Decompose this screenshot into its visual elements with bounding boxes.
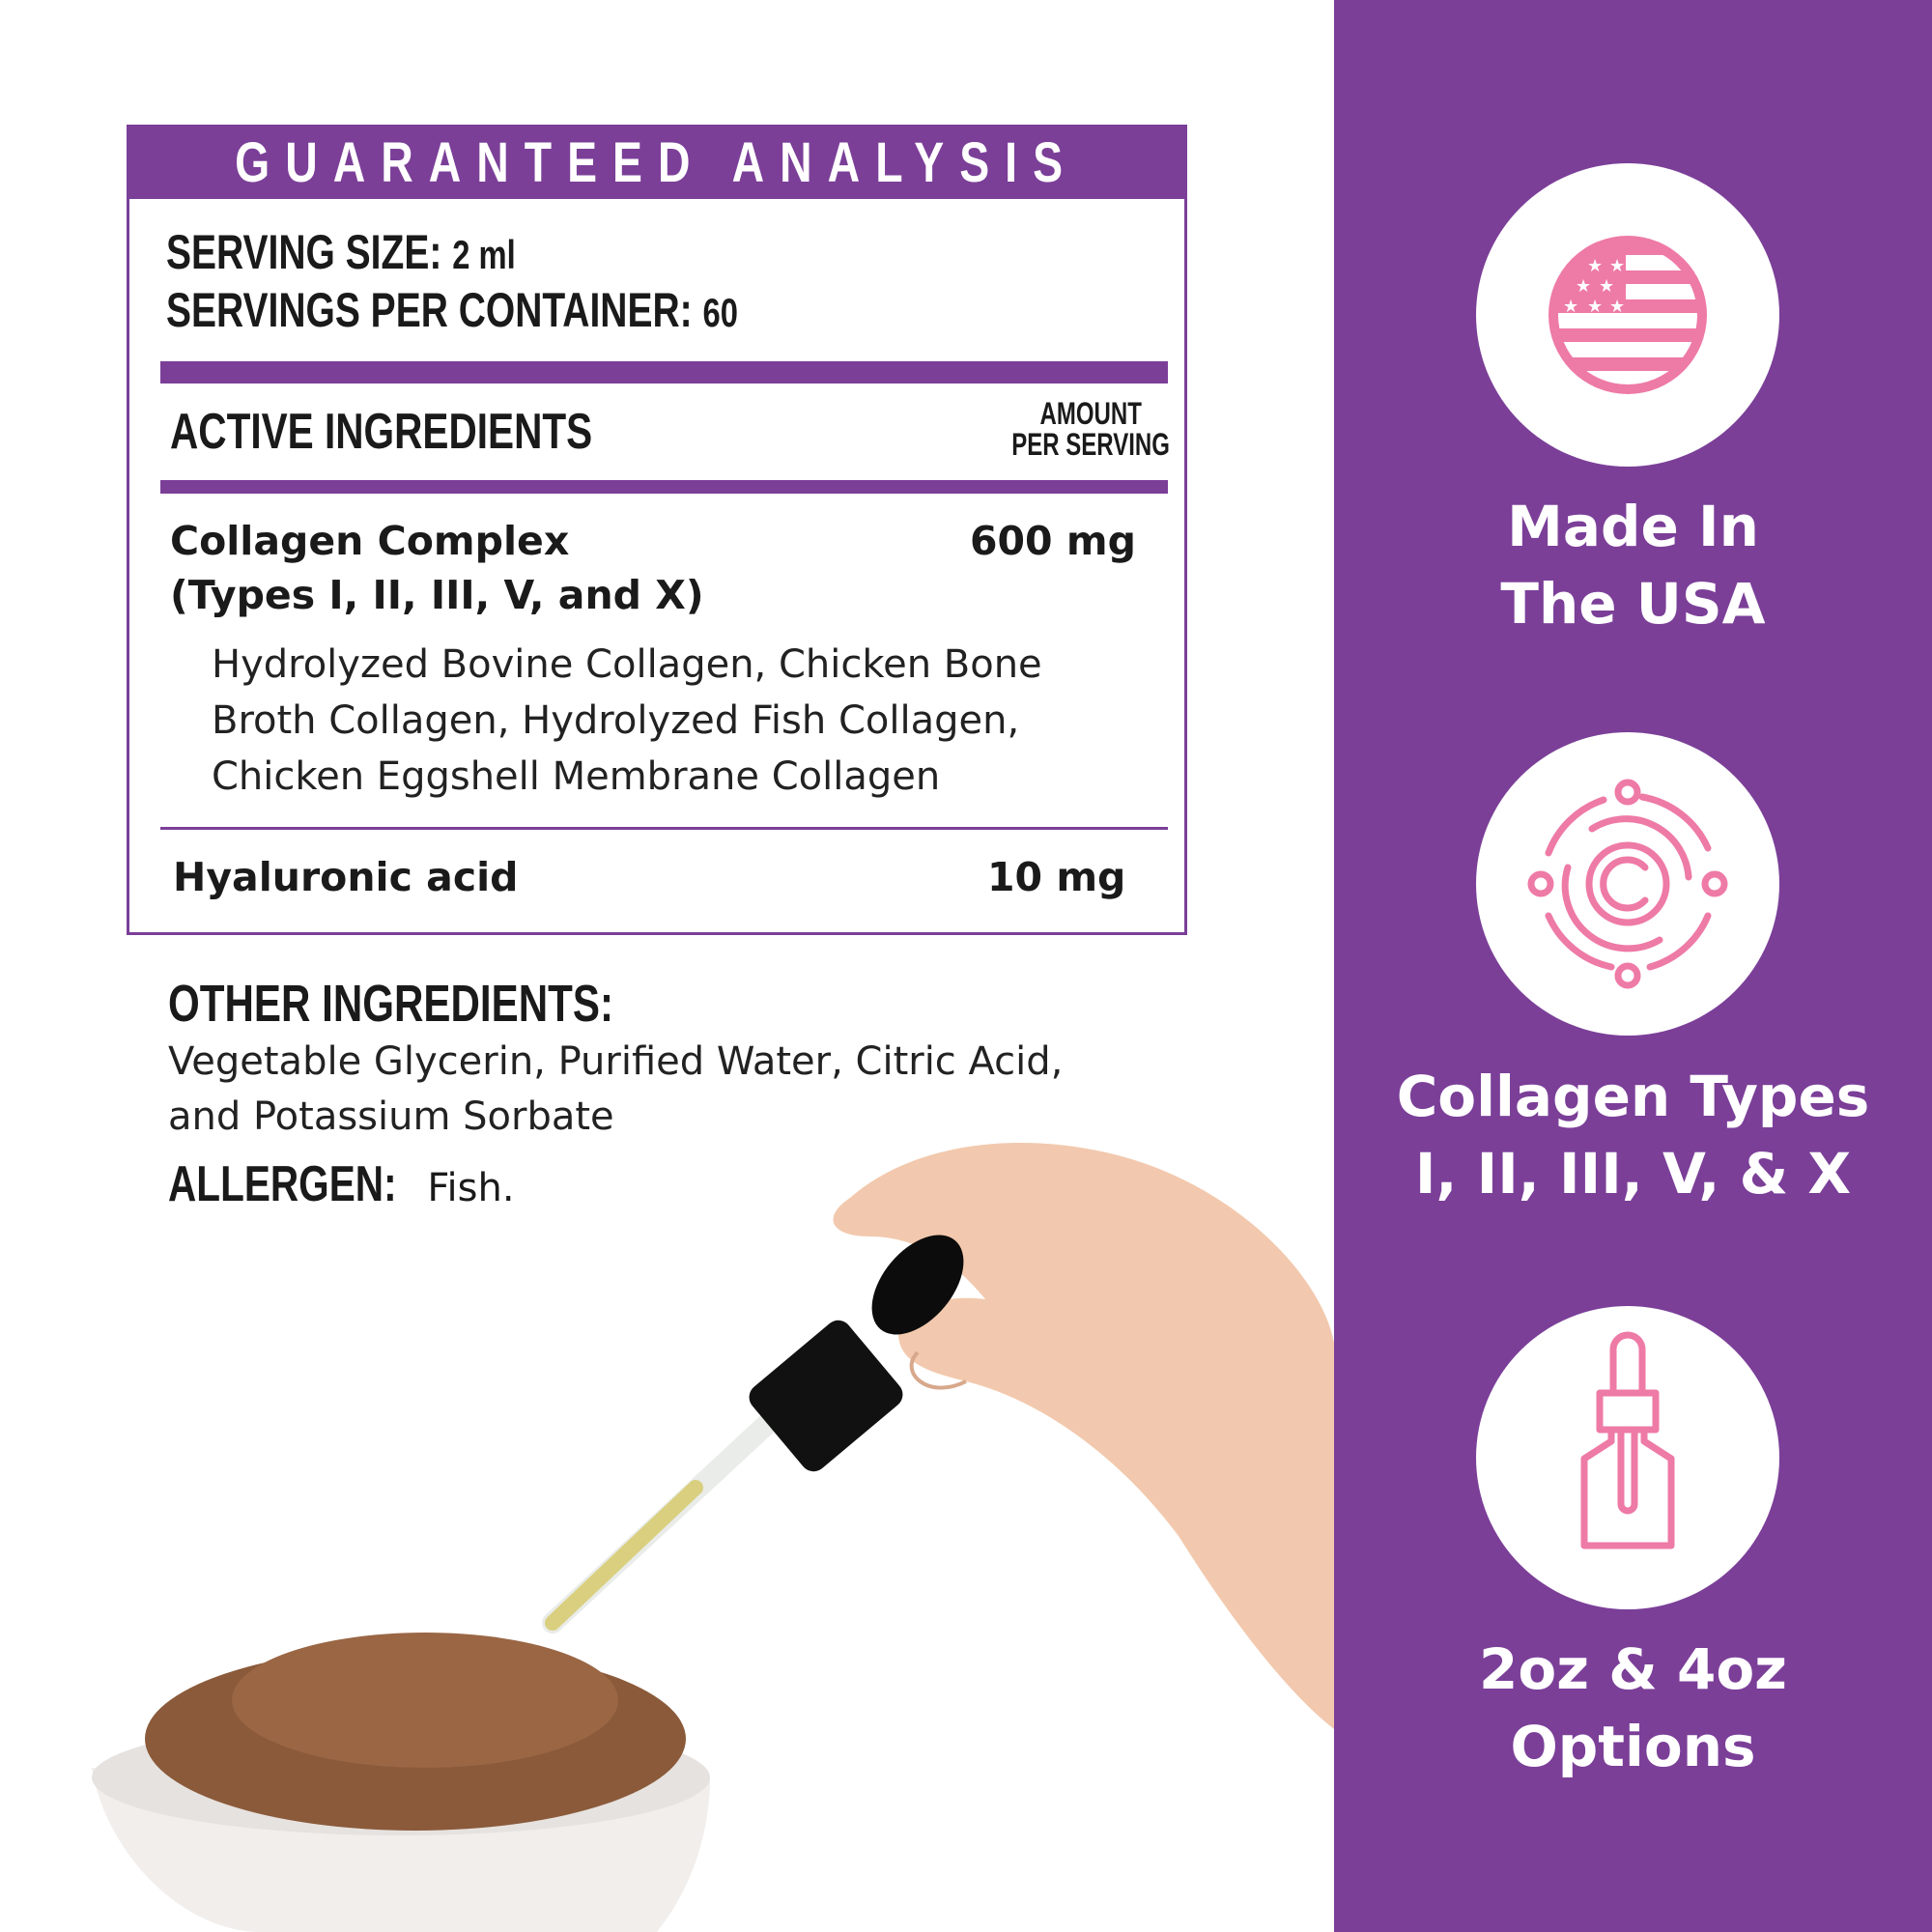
feature-badge — [1476, 732, 1779, 1036]
divider-bar — [160, 480, 1168, 494]
servings-value: 60 — [702, 290, 738, 335]
serving-size-label: SERVING SIZE: — [166, 225, 442, 279]
svg-text:★: ★ — [1609, 256, 1625, 276]
collagen-molecule-icon — [1527, 779, 1728, 989]
guaranteed-analysis-table: GUARANTEED ANALYSIS SERVING SIZE: 2 ml S… — [127, 125, 1187, 935]
svg-text:★: ★ — [1609, 297, 1625, 317]
svg-text:★: ★ — [1587, 256, 1603, 276]
ingredient-source: Broth Collagen, Hydrolyzed Fish Collagen… — [212, 698, 1020, 743]
feature-label: Collagen Types I, II, III, V, & X — [1396, 1064, 1870, 1207]
feature-label: 2oz & 4oz Options — [1479, 1636, 1787, 1779]
dropper-image — [542, 1235, 964, 1634]
svg-text:★: ★ — [1576, 276, 1591, 297]
ingredient-amount: 10 mg — [987, 854, 1126, 900]
ingredient-name: Hyaluronic acid — [173, 854, 519, 900]
other-ingredients-text: Vegetable Glycerin, Purified Water, Citr… — [168, 1039, 1064, 1084]
other-ingredients-heading: OTHER INGREDIENTS: — [168, 975, 614, 1033]
amount-per-serving-heading: AMOUNT PER SERVING — [1011, 396, 1170, 462]
bowl-image — [92, 1633, 710, 1932]
ingredient-name: Collagen Complex — [170, 518, 570, 564]
hand-image — [833, 1142, 1334, 1729]
ingredient-source: Hydrolyzed Bovine Collagen, Chicken Bone — [212, 642, 1042, 687]
table-header: GUARANTEED ANALYSIS — [129, 128, 1184, 199]
allergen: ALLERGEN: Fish. — [168, 1156, 515, 1212]
ingredient-source: Chicken Eggshell Membrane Collagen — [212, 754, 941, 799]
feature-label: Made In The USA — [1500, 494, 1766, 637]
ingredient-amount: 600 mg — [970, 518, 1136, 564]
features-panel: ★ ★ ★ ★ ★ ★ ★ Made In The USA Collagen Types… — [1334, 0, 1932, 1932]
svg-text:★: ★ — [1587, 297, 1603, 317]
active-ingredients-heading: ACTIVE INGREDIENTS — [170, 404, 593, 460]
product-photo — [92, 1142, 1334, 1932]
feature-badge — [1476, 1306, 1779, 1609]
serving-size: SERVING SIZE: 2 ml — [166, 224, 614, 280]
svg-text:★: ★ — [1599, 276, 1614, 297]
ingredient-types: (Types I, II, III, V, and X) — [170, 572, 704, 618]
serving-size-value: 2 ml — [452, 232, 516, 277]
svg-text:★: ★ — [1563, 297, 1578, 317]
feature-badge: ★ ★ ★ ★ ★ ★ ★ — [1476, 163, 1779, 467]
dropper-bottle-icon — [1580, 1331, 1675, 1549]
divider-line — [160, 827, 1168, 830]
divider-bar — [160, 361, 1168, 384]
other-ingredients-text: and Potassium Sorbate — [168, 1094, 614, 1139]
us-flag-icon: ★ ★ ★ ★ ★ ★ ★ — [1548, 236, 1707, 394]
table-title: GUARANTEED ANALYSIS — [235, 131, 1079, 194]
servings-per-container: SERVINGS PER CONTAINER: 60 — [166, 282, 899, 338]
servings-label: SERVINGS PER CONTAINER: — [166, 283, 693, 337]
